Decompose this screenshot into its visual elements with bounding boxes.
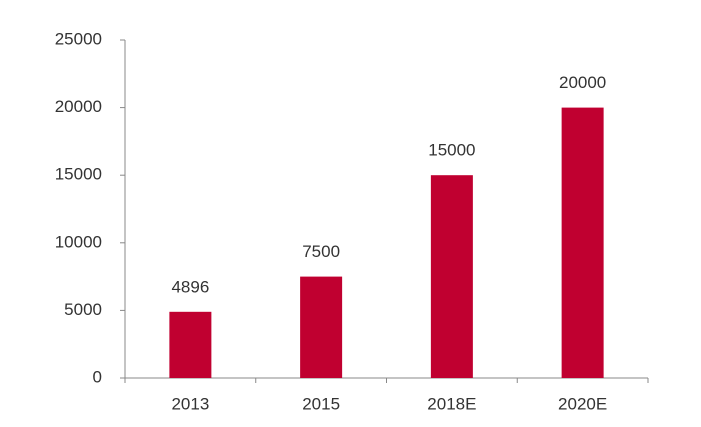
bar [561, 107, 604, 378]
x-tick-label: 2013 [171, 394, 209, 413]
x-tick-label: 2020E [558, 394, 607, 413]
data-label: 20000 [559, 73, 606, 92]
y-tick-label: 0 [93, 367, 102, 386]
bar [169, 311, 212, 378]
x-tick-label: 2018E [427, 394, 476, 413]
data-label: 4896 [171, 277, 209, 296]
bar [300, 276, 343, 378]
y-tick-label: 20000 [55, 97, 102, 116]
bar [430, 175, 473, 378]
y-tick-label: 5000 [64, 300, 102, 319]
y-tick-label: 10000 [55, 232, 102, 251]
y-tick-label: 25000 [55, 29, 102, 48]
x-tick-label: 2015 [302, 394, 340, 413]
data-label: 7500 [302, 242, 340, 261]
data-label: 15000 [428, 141, 475, 160]
y-tick-label: 15000 [55, 165, 102, 184]
